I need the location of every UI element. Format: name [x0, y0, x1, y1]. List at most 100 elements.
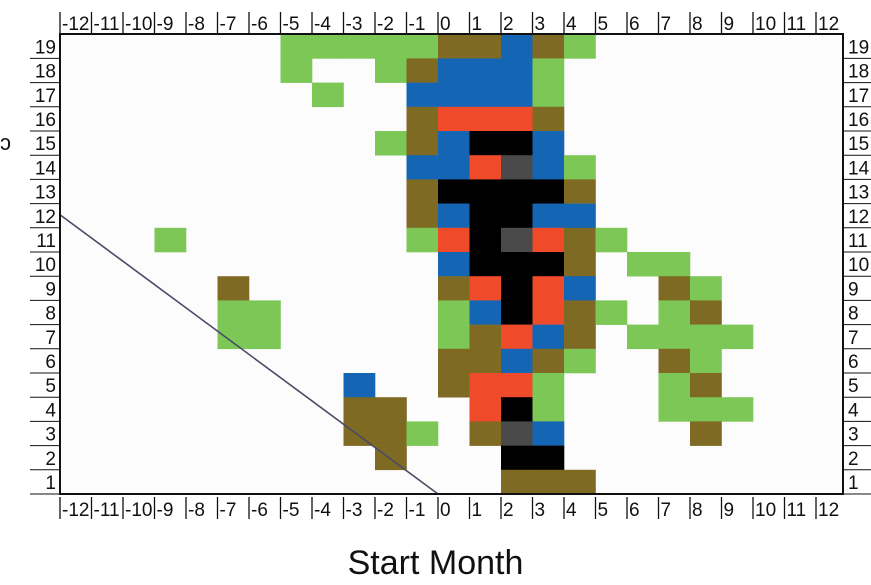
heatmap-cell [564, 276, 596, 301]
heatmap-cell [627, 324, 659, 350]
x-tick-label-top: 7 [661, 14, 672, 35]
heatmap-cell [438, 58, 470, 83]
y-tick-label-left: 14 [35, 158, 57, 179]
heatmap-cell [501, 300, 533, 325]
heatmap-cell [532, 397, 565, 422]
x-tick-label-top: -10 [125, 14, 152, 35]
heatmap-cell [501, 324, 533, 350]
heatmap-cell [658, 300, 691, 325]
x-tick-label-bottom: 3 [535, 500, 546, 521]
y-tick-label-right: 14 [848, 158, 870, 179]
heatmap-cell [406, 155, 439, 180]
y-tick-label-left: 18 [35, 62, 56, 83]
heatmap-cell [312, 82, 344, 108]
x-tick-label-top: 4 [566, 14, 577, 35]
heatmap-cell [469, 155, 502, 180]
heatmap-cell [469, 227, 502, 253]
y-tick-label-left: 8 [45, 304, 56, 325]
heatmap-cell [469, 421, 502, 446]
heatmap-cell [406, 82, 439, 108]
heatmap-cell [375, 421, 407, 446]
heatmap-cell [217, 324, 250, 350]
y-tick-label-right: 13 [848, 183, 869, 204]
x-tick-label-top: -12 [62, 14, 89, 35]
heatmap-cell [343, 397, 376, 422]
heatmap-cell [154, 227, 187, 253]
heatmap-cell [532, 203, 565, 229]
heatmap-cell [438, 131, 470, 156]
y-tick-label-right: 15 [848, 134, 869, 155]
heatmap-cell [280, 58, 313, 83]
y-tick-label-left: 3 [45, 425, 56, 446]
heatmap-cell [406, 131, 439, 156]
heatmap-cell [564, 203, 596, 229]
heatmap-cell [406, 421, 439, 446]
y-tick-label-right: 5 [848, 376, 859, 397]
heatmap-cell [469, 82, 502, 108]
x-tick-label-top: -2 [377, 14, 394, 35]
heatmap-cell [532, 324, 565, 350]
heatmap-cell [564, 348, 596, 374]
heatmap-cell [280, 34, 313, 59]
x-tick-label-bottom: -3 [346, 500, 363, 521]
heatmap-cell [469, 179, 502, 204]
heatmap-cell [438, 203, 470, 229]
y-tick-label-left: 15 [35, 134, 56, 155]
heatmap-cell [690, 324, 722, 350]
x-tick-label-top: -3 [346, 14, 363, 35]
y-tick-label-right: 9 [848, 279, 859, 300]
heatmap-cell [438, 179, 470, 204]
heatmap-cell [532, 58, 565, 83]
heatmap-cell [343, 34, 376, 59]
x-axis-label: Start Month [347, 544, 524, 582]
x-tick-label-top: 5 [598, 14, 609, 35]
heatmap-cell [721, 324, 754, 350]
y-tick-label-right: 6 [848, 352, 859, 373]
heatmap-cell [469, 203, 502, 229]
heatmap-cell [501, 106, 533, 132]
y-tick-label-left: 12 [35, 207, 56, 228]
heatmap-cell [501, 82, 533, 108]
heatmap-cell [501, 469, 533, 495]
heatmap-cell [532, 445, 565, 471]
x-tick-label-top: 6 [629, 14, 640, 35]
stray-glyph: ɔ [0, 130, 11, 155]
y-tick-label-right: 3 [848, 425, 859, 446]
heatmap-cell [564, 179, 596, 204]
heatmap-cell [406, 203, 439, 229]
x-tick-label-top: 12 [818, 14, 839, 35]
heatmap-cell [501, 445, 533, 471]
heatmap-cell [406, 179, 439, 204]
y-tick-label-right: 17 [848, 86, 869, 107]
heatmap-cell [501, 348, 533, 374]
y-tick-label-left: 1 [45, 473, 56, 494]
heatmap-cell [532, 34, 565, 59]
x-tick-label-bottom: -6 [251, 500, 268, 521]
heatmap-cell [438, 324, 470, 350]
x-tick-label-bottom: 12 [818, 500, 839, 521]
heatmap-cell [469, 324, 502, 350]
x-tick-label-top: -5 [283, 14, 300, 35]
heatmap-cell [690, 397, 722, 422]
heatmap-cell [438, 106, 470, 132]
heatmap-cell [249, 300, 281, 325]
x-tick-label-bottom: 2 [503, 500, 514, 521]
heatmap-cell [469, 276, 502, 301]
heatmap-cell [375, 34, 407, 59]
heatmap-cell [658, 252, 691, 277]
heatmap-cell [469, 373, 502, 398]
y-tick-label-right: 1 [848, 473, 859, 494]
heatmap-cell [658, 397, 691, 422]
heatmap-cell [438, 227, 470, 253]
heatmap-cell [595, 227, 628, 253]
x-tick-label-top: 10 [755, 14, 776, 35]
y-tick-label-right: 16 [848, 110, 869, 131]
y-tick-label-left: 13 [35, 183, 56, 204]
heatmap-cell [343, 421, 376, 446]
x-tick-label-top: 0 [440, 14, 451, 35]
heatmap-cell [406, 34, 439, 59]
heatmap-cell [658, 373, 691, 398]
heatmap-cell [217, 276, 250, 301]
plot-frame [59, 33, 844, 495]
x-tick-label-bottom: 1 [472, 500, 483, 521]
